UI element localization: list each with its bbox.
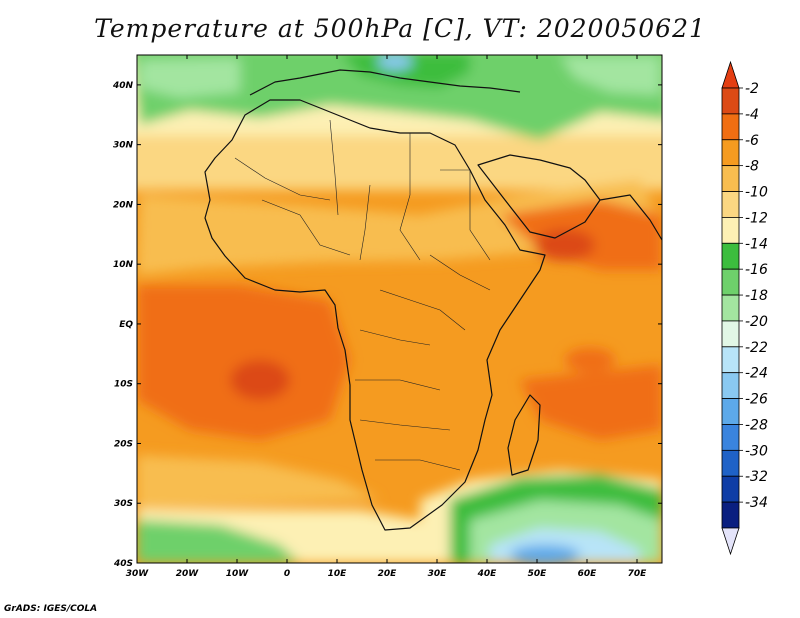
lat-tick-label: 20S: [114, 439, 133, 449]
colorbar-swatch: [721, 217, 740, 244]
colorbar-label: -8: [745, 159, 759, 175]
africa-coastline: [204, 99, 546, 531]
lat-tick-label: 40S: [113, 559, 133, 569]
lat-tick-label: 40N: [112, 81, 134, 91]
colorbar-swatch: [721, 346, 740, 374]
colorbar-swatch: [721, 475, 740, 503]
lat-tick-label: 10S: [114, 380, 133, 390]
colorbar-label: -2: [745, 81, 759, 97]
axis-ticks: 30W 20W 10W 0 10E 20E 30E 40E 50E 60E 70E 40N 30N 20N…: [112, 55, 662, 579]
asia-coastline: [599, 194, 662, 241]
country-borders: [234, 119, 491, 471]
colorbar-swatch: [721, 294, 740, 322]
footer-credit: GrADS: IGES/COLA: [4, 604, 98, 614]
colorbar: -2 -4 -6 -8 -10 -12 -14 -16 -18 -20 -22 -24 -26 -28 -3…: [721, 60, 768, 556]
lon-tick-label: 50E: [528, 569, 548, 579]
colorbar-label: -12: [745, 210, 768, 226]
colorbar-label: -22: [745, 340, 768, 356]
colorbar-swatch: [721, 242, 740, 270]
colorbar-label: -18: [745, 288, 768, 304]
colorbar-label: -14: [745, 236, 768, 252]
colorbar-swatch: [721, 113, 740, 141]
colorbar-label: -34: [745, 495, 768, 511]
map-frame: [136, 54, 663, 564]
colorbar-label: -26: [745, 392, 768, 408]
colorbar-swatch: [721, 449, 740, 477]
plot-title: Temperature at 500hPa [C], VT: 202005062…: [94, 14, 706, 43]
lon-tick-label: 20W: [176, 569, 200, 579]
colorbar-label: -4: [745, 107, 759, 123]
colorbar-bottom-arrow: [721, 527, 740, 556]
lon-tick-label: 10W: [226, 569, 250, 579]
lon-tick-label: 0: [284, 569, 290, 579]
lon-tick-label: 30E: [428, 569, 448, 579]
lon-tick-label: 10E: [328, 569, 348, 579]
colorbar-swatch: [721, 165, 740, 192]
lon-tick-label: 70E: [628, 569, 648, 579]
lat-tick-label: 20N: [113, 200, 134, 210]
colorbar-swatch: [721, 424, 740, 451]
lon-tick-label: 60E: [578, 569, 598, 579]
colorbar-label: -16: [745, 262, 768, 278]
colorbar-label: -30: [745, 443, 768, 459]
colorbar-swatch: [721, 372, 740, 399]
colorbar-label: -28: [745, 417, 768, 433]
colorbar-label: -10: [745, 185, 768, 201]
lon-tick-label: 20E: [378, 569, 398, 579]
lon-tick-label: 30W: [126, 569, 150, 579]
lon-tick-label: 40E: [477, 569, 498, 579]
colorbar-label: -32: [745, 469, 768, 485]
colorbar-swatch: [721, 87, 740, 115]
colorbar-swatch: [721, 139, 740, 167]
colorbar-top-arrow: [721, 60, 740, 89]
colorbar-label: -6: [745, 133, 759, 149]
colorbar-swatch: [721, 268, 740, 296]
lat-tick-label: 30N: [113, 141, 134, 151]
lat-tick-label: 30S: [114, 499, 133, 509]
coastlines: [204, 69, 662, 531]
madagascar-coastline: [507, 394, 541, 476]
lat-tick-label: EQ: [119, 320, 133, 330]
europe-coastline: [249, 69, 521, 96]
colorbar-swatch: [721, 398, 740, 425]
colorbar-label: -24: [745, 366, 768, 382]
colorbar-swatch: [721, 320, 740, 348]
temperature-field: [137, 55, 662, 563]
colorbar-label: -20: [745, 314, 768, 330]
colorbar-swatch: [721, 501, 740, 529]
colorbar-swatch: [721, 191, 740, 218]
lat-tick-label: 10N: [113, 260, 134, 270]
